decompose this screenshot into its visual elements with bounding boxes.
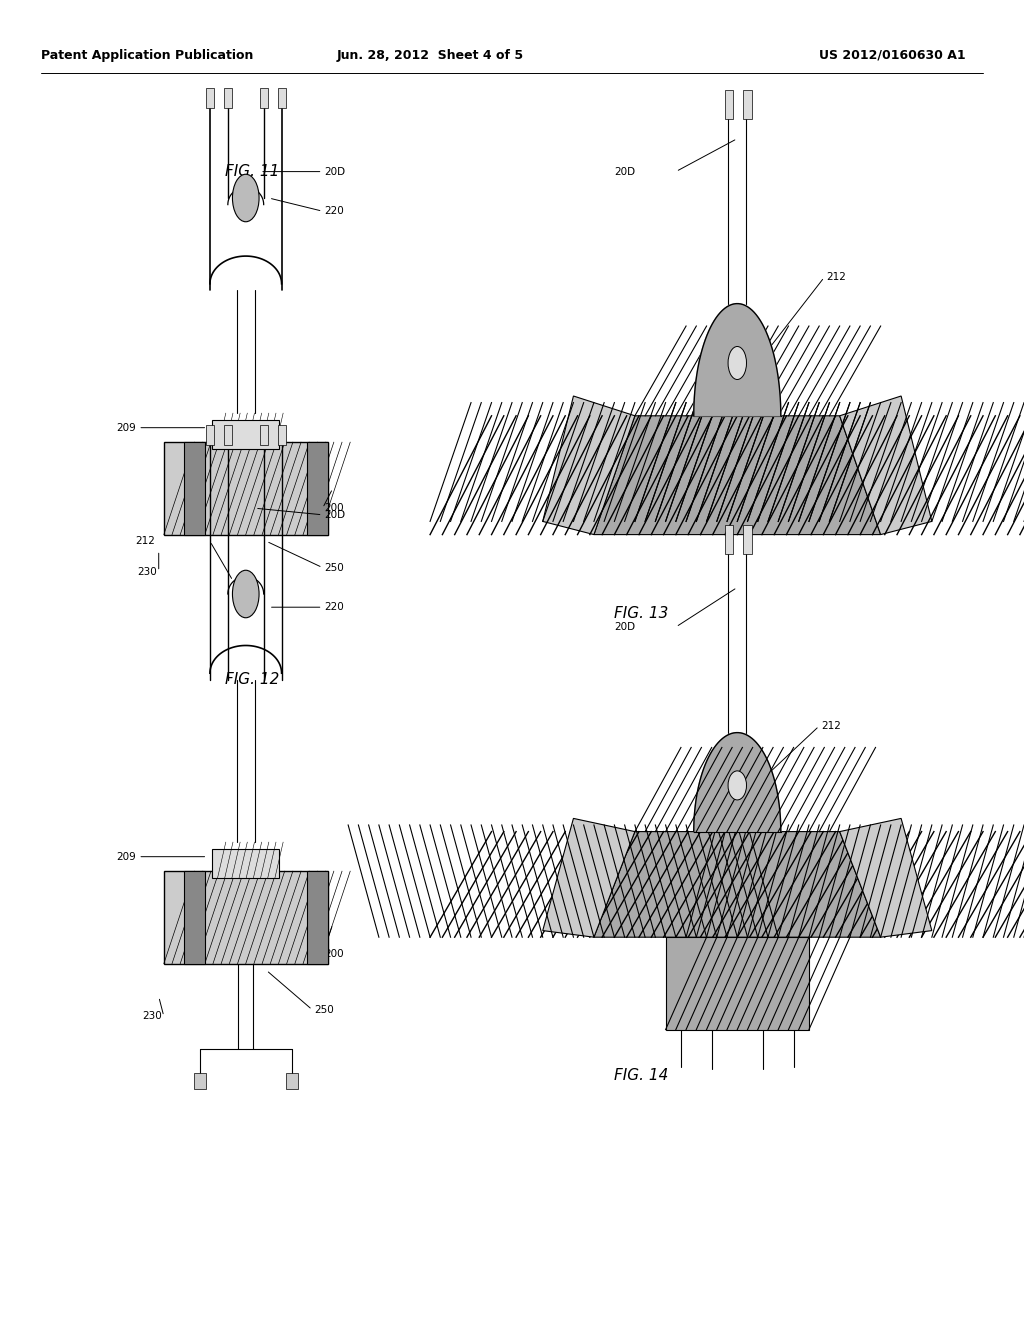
Bar	[260, 425, 268, 445]
Text: 220: 220	[325, 602, 344, 612]
Text: 250: 250	[314, 1005, 334, 1015]
Polygon shape	[594, 416, 881, 535]
Text: 230: 230	[137, 566, 157, 577]
Text: 20D: 20D	[614, 622, 636, 632]
Bar	[213, 849, 279, 878]
Bar	[164, 442, 328, 535]
Bar	[278, 88, 286, 108]
Bar	[223, 425, 231, 445]
Text: 212: 212	[821, 721, 841, 731]
Text: 20D: 20D	[325, 166, 346, 177]
Bar	[206, 88, 214, 108]
Text: 200: 200	[325, 949, 344, 960]
Text: 212: 212	[135, 536, 155, 546]
Ellipse shape	[728, 771, 746, 800]
Text: 209: 209	[117, 851, 136, 862]
Text: 212: 212	[826, 272, 846, 282]
Text: 209: 209	[117, 422, 136, 433]
Bar	[725, 525, 733, 554]
Bar	[194, 1073, 206, 1089]
Text: FIG. 13: FIG. 13	[614, 606, 669, 622]
Polygon shape	[594, 832, 881, 937]
Bar	[743, 525, 752, 554]
Bar	[184, 871, 205, 964]
Bar	[307, 442, 328, 535]
Bar	[223, 88, 231, 108]
Bar	[164, 871, 328, 964]
Bar	[260, 88, 268, 108]
Bar	[213, 420, 279, 449]
Text: US 2012/0160630 A1: US 2012/0160630 A1	[819, 49, 966, 62]
Text: FIG. 12: FIG. 12	[225, 672, 280, 688]
Polygon shape	[543, 396, 635, 535]
Text: 20D: 20D	[325, 510, 346, 520]
Text: 230: 230	[142, 1011, 162, 1022]
Polygon shape	[694, 733, 780, 832]
Text: FIG. 11: FIG. 11	[225, 164, 280, 180]
Bar	[184, 442, 205, 535]
Polygon shape	[694, 304, 780, 416]
Text: 250: 250	[325, 562, 344, 573]
Polygon shape	[840, 818, 932, 937]
Text: 220: 220	[325, 206, 344, 216]
Bar	[307, 871, 328, 964]
Text: 20D: 20D	[614, 166, 636, 177]
Bar	[286, 1073, 298, 1089]
Text: FIG. 14: FIG. 14	[614, 1068, 669, 1084]
Polygon shape	[543, 818, 635, 937]
Bar	[725, 90, 733, 119]
Ellipse shape	[232, 570, 259, 618]
Bar	[743, 90, 752, 119]
Ellipse shape	[728, 346, 746, 379]
Text: 200: 200	[325, 503, 344, 513]
Ellipse shape	[232, 174, 259, 222]
Bar	[278, 425, 286, 445]
Bar	[206, 425, 214, 445]
Polygon shape	[840, 396, 932, 535]
Bar	[666, 937, 809, 1030]
Text: Jun. 28, 2012  Sheet 4 of 5: Jun. 28, 2012 Sheet 4 of 5	[337, 49, 523, 62]
Text: Patent Application Publication: Patent Application Publication	[41, 49, 253, 62]
